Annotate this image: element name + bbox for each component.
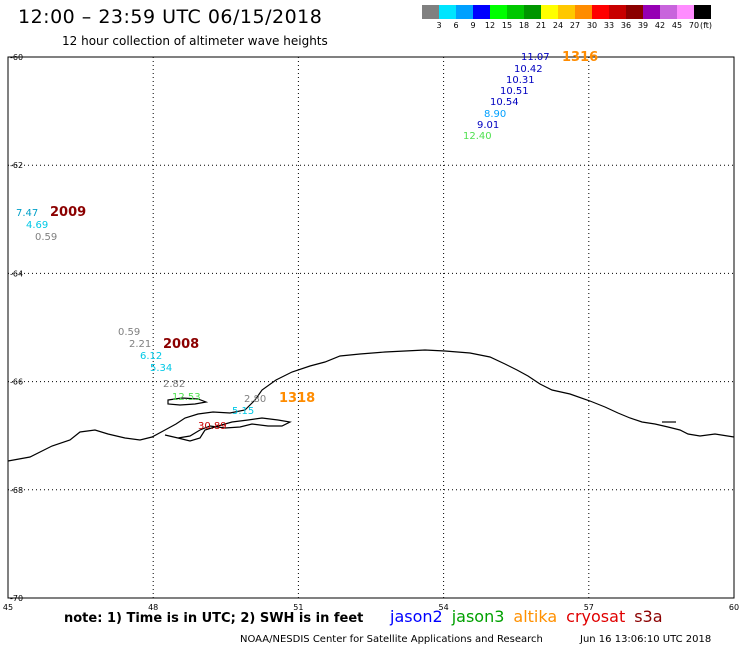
track-id-label: 1318 [279, 391, 315, 406]
legend-swatch [592, 5, 609, 19]
wave-height-value: 5.34 [150, 363, 172, 374]
coastline-inlet [167, 397, 209, 406]
legend-swatch [439, 5, 456, 19]
lat-tick-label: -60 [10, 53, 23, 62]
track-labels: 131611.0710.4210.3110.5110.548.909.0112.… [16, 50, 598, 432]
legend-label: 15 [501, 21, 513, 30]
track-1316: 1316 11.0710.4210.3110.5110.548.909.0112.… [463, 50, 598, 142]
legend-swatch [524, 5, 541, 19]
legend-swatch [490, 5, 507, 19]
page-title: 12:00 – 23:59 UTC 06/15/2018 [18, 6, 323, 28]
legend-swatch [626, 5, 643, 19]
track-2009: 2009 7.474.690.59 [16, 205, 86, 243]
legend-label: 70 [688, 21, 700, 30]
legend-swatch [609, 5, 626, 19]
legend-swatch [507, 5, 524, 19]
track-2008: 2008 0.592.216.125.34 2.82 12.53 30.89 [118, 327, 227, 432]
footer-credit: NOAA/NESDIS Center for Satellite Applica… [240, 634, 543, 645]
legend-swatch [541, 5, 558, 19]
legend-label: 30 [586, 21, 598, 30]
wave-height-value: 12.53 [172, 392, 201, 403]
satellite-jason2: jason2 [390, 607, 443, 626]
wave-height-value: 10.51 [500, 86, 529, 97]
wave-height-value: 7.47 [16, 208, 38, 219]
legend-label: 12 [484, 21, 496, 30]
wave-height-value: 12.40 [463, 131, 492, 142]
wave-height-value: 5.15 [232, 406, 254, 417]
wave-height-value: 30.89 [198, 421, 227, 432]
coastline-main [7, 349, 735, 462]
wave-height-value: 2.80 [244, 394, 266, 405]
track-id-label: 2009 [50, 205, 86, 220]
track-id-label: 2008 [163, 337, 199, 352]
wave-height-value: 2.21 [129, 339, 151, 350]
legend-label: 3 [436, 21, 442, 30]
satellite-altika: altika [513, 607, 558, 626]
map-frame [7, 56, 735, 599]
lon-tick-label: 48 [148, 603, 158, 612]
satellite-cryosat: cryosat [566, 607, 626, 626]
legend-label: 33 [603, 21, 615, 30]
wave-height-value: 10.42 [514, 64, 543, 75]
lon-tick-label: 57 [584, 603, 594, 612]
grid-lines [8, 57, 734, 598]
legend-label: (ft) [699, 21, 713, 30]
legend-swatch [575, 5, 592, 19]
lat-tick-label: -66 [10, 378, 23, 387]
lat-tick-label: -62 [10, 161, 23, 170]
wave-height-value: 9.01 [477, 120, 499, 131]
legend-swatch [660, 5, 677, 19]
lon-tick-label: 45 [3, 603, 13, 612]
lon-tick-label: 51 [293, 603, 303, 612]
legend-swatch [694, 5, 711, 19]
wave-height-value: 10.31 [506, 75, 535, 86]
legend-swatch [643, 5, 660, 19]
wave-height-value: 11.07 [521, 52, 550, 63]
tick-labels: 45 48 51 54 57 60 -60 -62 -64 -66 -68 -70 [3, 53, 739, 612]
wave-height-value: 0.59 [118, 327, 140, 338]
wave-height-value: 6.12 [140, 351, 162, 362]
legend-label: 36 [620, 21, 632, 30]
legend-label: 39 [637, 21, 649, 30]
legend-label: 27 [569, 21, 581, 30]
lat-tick-label: -70 [10, 594, 23, 603]
legend-swatch [422, 5, 439, 19]
satellite-legend: jason2 jason3 altika cryosat s3a [390, 607, 672, 626]
lon-tick-label: 60 [729, 603, 739, 612]
wave-height-value: 4.69 [26, 220, 48, 231]
legend-label: 21 [535, 21, 547, 30]
lon-tick-label: 54 [439, 603, 449, 612]
wave-height-value: 0.59 [35, 232, 57, 243]
legend-label: 6 [453, 21, 459, 30]
legend-swatch [558, 5, 575, 19]
color-legend: 3 6 9 12 15 18 21 24 27 30 33 36 39 42 45 70 (ft) [422, 5, 740, 33]
footer-note: note: 1) Time is in UTC; 2) SWH is in fe… [64, 611, 364, 626]
satellite-s3a: s3a [634, 607, 663, 626]
legend-label: 45 [671, 21, 683, 30]
lat-tick-label: -68 [10, 486, 23, 495]
legend-label: 9 [470, 21, 476, 30]
legend-labels: 3 6 9 12 15 18 21 24 27 30 33 36 39 42 45 70 (ft) [422, 21, 740, 33]
wave-height-value: 10.54 [490, 97, 519, 108]
legend-label: 42 [654, 21, 666, 30]
legend-swatch [677, 5, 694, 19]
legend-swatch [473, 5, 490, 19]
track-id-label: 1316 [562, 50, 598, 65]
satellite-jason3: jason3 [451, 607, 505, 626]
legend-label: 24 [552, 21, 564, 30]
track-1318: 1318 2.805.15 [232, 391, 315, 417]
legend-swatch [456, 5, 473, 19]
coastline-bay [164, 417, 292, 442]
wave-height-value: 8.90 [484, 109, 506, 120]
page-subtitle: 12 hour collection of altimeter wave hei… [62, 34, 328, 48]
coastline [7, 349, 735, 462]
legend-label: 18 [518, 21, 530, 30]
wave-height-value: 2.82 [163, 379, 185, 390]
lat-tick-label: -64 [10, 269, 23, 278]
footer-timestamp: Jun 16 13:06:10 UTC 2018 [580, 634, 712, 645]
legend-swatches [422, 5, 740, 19]
